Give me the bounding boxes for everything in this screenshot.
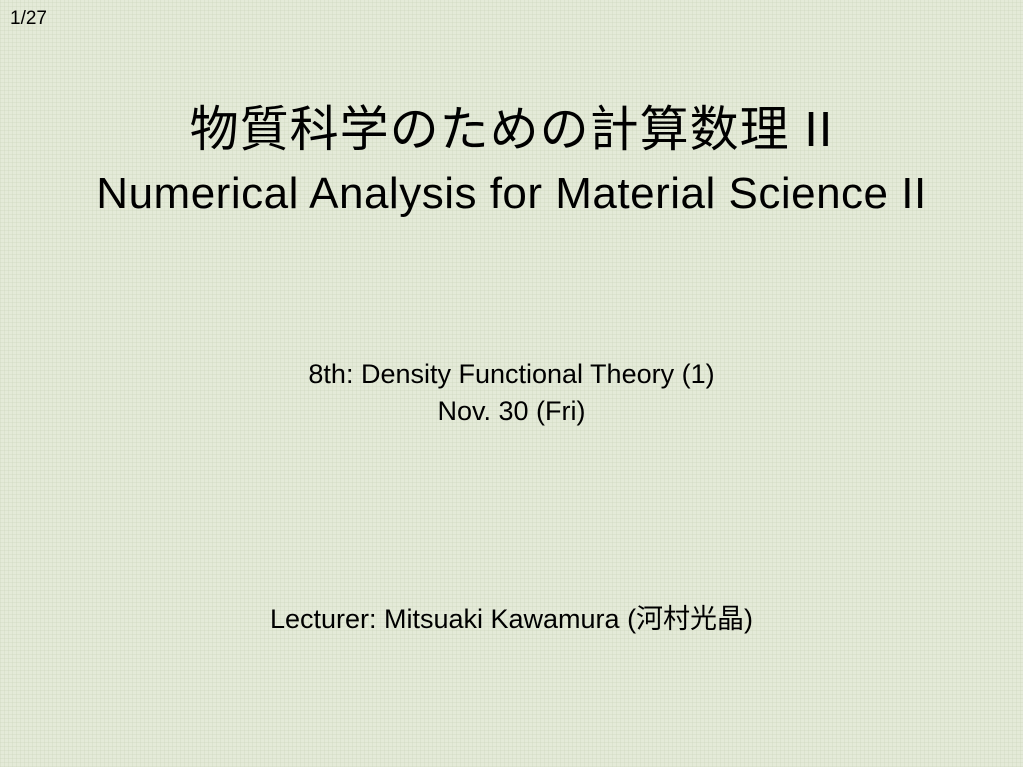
lecturer-name: Lecturer: Mitsuaki Kawamura (河村光晶) [0, 597, 1023, 636]
lecture-date: Nov. 30 (Fri) [0, 396, 1023, 427]
title-english: Numerical Analysis for Material Science … [0, 169, 1023, 219]
page-number: 1/27 [10, 8, 47, 30]
title-japanese: 物質科学のための計算数理 II [0, 0, 1023, 161]
lecture-subtitle: 8th: Density Functional Theory (1) [0, 359, 1023, 390]
